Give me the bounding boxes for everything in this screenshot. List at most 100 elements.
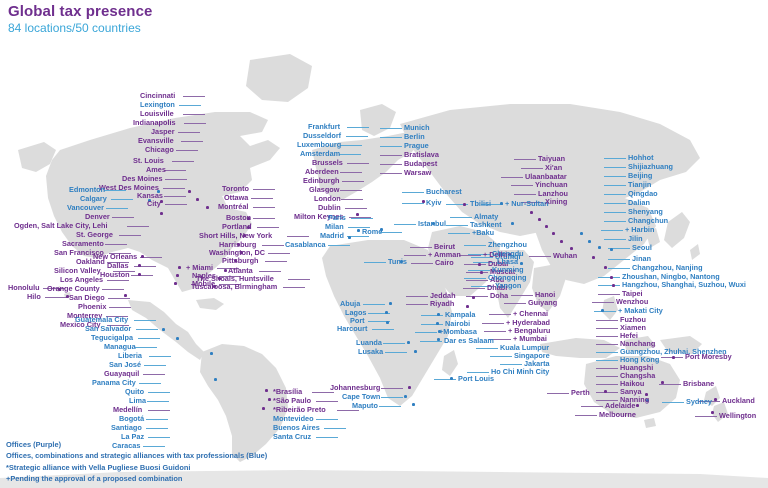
city-label: Paris [328,213,346,222]
leader-line [604,221,626,222]
leader-line [371,329,394,330]
leader-line [382,343,405,344]
city-marker [645,393,648,396]
city-marker [466,305,469,308]
city-label: Dallas [107,261,129,270]
leader-line [381,388,404,389]
leader-line [103,190,126,191]
page-header: Global tax presence 84 locations/50 coun… [8,4,152,36]
city-marker [436,322,439,325]
city-marker [672,356,675,359]
city-label: Kuala Lumpur [500,343,550,352]
city-marker [432,222,435,225]
leader-line [341,181,364,182]
leader-line [339,172,362,173]
leader-line [411,263,433,264]
city-label: Qingdao [628,189,658,198]
city-label: Beijing [628,171,653,180]
city-label: Prague [404,141,429,150]
city-label: Guangzhou, Zhuhai, Shenzhen [620,347,727,356]
leader-line [596,384,618,385]
leader-line [608,259,630,260]
city-marker [178,266,181,269]
leader-line [596,320,618,321]
city-marker [511,222,514,225]
leader-line [250,198,273,199]
city-label: Montevideo [273,414,314,423]
leader-line [288,279,311,280]
leader-line [258,271,281,272]
city-marker [412,403,415,406]
city-label: Bratislava [404,150,439,159]
leader-line [130,275,153,276]
city-label: Lanzhou [538,189,568,198]
leader-line [464,245,486,246]
leader-line [596,328,618,329]
city-label: Kansas [137,191,163,200]
city-label: Sanya [620,387,642,396]
city-marker [588,240,591,243]
leader-line [467,372,489,373]
city-label: West Des Moines [99,183,159,192]
city-marker [389,302,392,305]
leader-line [596,344,618,345]
leader-line [410,247,432,248]
leader-line [107,298,130,299]
city-label: Fuzhou [620,315,646,324]
leader-line [108,307,131,308]
leader-line [604,212,626,213]
leader-line [596,376,618,377]
leader-line [547,393,569,394]
city-label: Honolulu [8,283,40,292]
leader-line [147,437,170,438]
city-label: Taipei [622,289,643,298]
city-label: Riyadh [430,299,455,308]
city-label: Chongqing [488,273,527,282]
leader-line [316,437,338,438]
leader-line [177,132,200,133]
city-label: Cairo [435,258,454,267]
city-marker [357,229,360,232]
city-label: Istanbul [418,219,446,228]
city-label: Quito [125,387,145,396]
leader-line [140,257,163,258]
leader-line [165,179,187,180]
city-label: Orange County [47,284,100,293]
city-marker [636,404,639,407]
leader-line [283,287,306,288]
city-label: Des Moines [122,174,163,183]
leader-line [105,208,128,209]
city-label: Houston [100,270,130,279]
leader-line [464,278,486,279]
city-label: Aberdeen [305,167,339,176]
city-label: + Hyderabad [506,318,551,327]
city-marker [240,251,243,254]
leader-line [484,331,506,332]
leader-line [364,262,386,263]
city-label: Dalian [628,198,650,207]
leader-line [378,406,401,407]
city-label: Port Louis [458,374,495,383]
leader-line [45,297,68,298]
city-marker [66,295,69,298]
city-marker [661,381,664,384]
leader-line [111,217,134,218]
city-label: San Francisco [54,248,104,257]
city-label: Hohhot [628,153,654,162]
city-label: Jeddah [430,291,456,300]
leader-line [592,302,614,303]
city-marker [545,225,548,228]
city-marker [157,190,160,193]
leader-line [265,261,287,262]
city-label: Xining [545,197,568,206]
leader-line [598,294,620,295]
leader-line [596,336,618,337]
city-marker [124,294,127,297]
city-label: Taiyuan [538,154,566,163]
leader-line [596,368,618,369]
city-label: Amsterdam [300,149,341,158]
leader-line [336,410,359,411]
city-marker [58,288,61,291]
leader-line [133,266,156,267]
city-label: San José [109,360,142,369]
